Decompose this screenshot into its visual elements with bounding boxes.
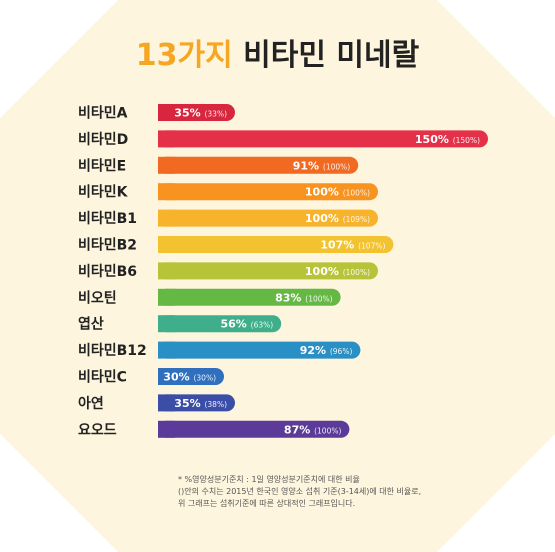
bar	[158, 341, 361, 359]
bar-value-label: 35% (33%)	[174, 107, 227, 120]
secondary-value-label: (109%)	[343, 215, 370, 224]
bar-value-label: 91% (100%)	[293, 159, 351, 172]
bar-value-label: 107% (107%)	[320, 239, 385, 252]
secondary-value-label: (100%)	[314, 426, 341, 435]
bar	[158, 262, 378, 280]
bar-value-label: 100% (100%)	[305, 265, 370, 278]
bar-left-edge	[158, 341, 175, 359]
bar	[158, 315, 282, 333]
secondary-value-label: (107%)	[358, 242, 385, 251]
bar-value-label: 100% (100%)	[305, 186, 370, 199]
secondary-value-label: (30%)	[193, 374, 216, 383]
bar	[158, 420, 350, 438]
bar-left-edge	[158, 394, 175, 412]
category-label: 엽산	[78, 316, 104, 333]
title-accent: 13가지	[135, 38, 233, 73]
category-label: 비오틴	[78, 289, 117, 306]
category-label: 비타민D	[78, 131, 128, 148]
bar	[158, 156, 359, 174]
value-label: 83%	[275, 291, 305, 304]
bar-left-edge	[158, 183, 175, 201]
bar	[158, 288, 341, 306]
category-label: 아연	[78, 395, 104, 412]
value-label: 100%	[305, 212, 343, 225]
chart-title: 13가지 비타민 미네랄	[0, 30, 555, 74]
bar-value-label: 100% (109%)	[305, 212, 370, 225]
bar-value-label: 92% (96%)	[300, 344, 353, 357]
bar-value-label: 30% (30%)	[163, 371, 216, 384]
category-label: 비타민A	[78, 105, 128, 122]
bar	[158, 209, 378, 227]
bar-value-label: 56% (63%)	[220, 318, 273, 331]
value-label: 100%	[305, 265, 343, 278]
category-label: 비타민B12	[78, 342, 147, 359]
bar-value-label: 87% (100%)	[284, 423, 342, 436]
bar-left-edge	[158, 130, 175, 148]
value-label: 91%	[293, 159, 323, 172]
footnote-line-1: * %영양성분기준치 : 1일 영양성분기준치에 대한 비율	[178, 475, 360, 484]
bar-left-edge	[158, 156, 175, 174]
category-label: 비타민K	[78, 184, 129, 201]
bar	[158, 130, 488, 148]
secondary-value-label: (100%)	[305, 294, 332, 303]
bar-value-label: 83% (100%)	[275, 291, 333, 304]
category-label: 비타민E	[78, 157, 126, 174]
value-label: 150%	[415, 133, 453, 146]
bar	[158, 394, 235, 412]
value-label: 30%	[163, 371, 193, 384]
bar-left-edge	[158, 288, 175, 306]
secondary-value-label: (63%)	[251, 321, 274, 330]
value-label: 35%	[174, 107, 204, 120]
value-label: 87%	[284, 423, 314, 436]
footnote: * %영양성분기준치 : 1일 영양성분기준치에 대한 비율 ()안의 수치는 …	[178, 474, 498, 510]
bar	[158, 236, 394, 253]
bar-left-edge	[158, 104, 175, 121]
bar	[158, 104, 235, 121]
category-label: 비타민C	[78, 369, 127, 386]
secondary-value-label: (150%)	[453, 136, 480, 145]
secondary-value-label: (33%)	[204, 110, 227, 119]
category-label: 비타민B6	[78, 263, 137, 280]
bar-value-label: 150% (150%)	[415, 133, 480, 146]
category-label: 비타민B1	[78, 210, 137, 227]
secondary-value-label: (100%)	[323, 162, 350, 171]
value-label: 56%	[220, 318, 250, 331]
bar-left-edge	[158, 236, 175, 253]
title-main: 비타민 미네랄	[243, 38, 420, 73]
bar-left-edge	[158, 262, 175, 280]
secondary-value-label: (96%)	[330, 347, 353, 356]
value-label: 107%	[320, 239, 358, 252]
category-label: 비타민B2	[78, 237, 137, 254]
secondary-value-label: (100%)	[343, 268, 370, 277]
bar	[158, 183, 378, 201]
bar-value-label: 35% (38%)	[174, 397, 227, 410]
value-label: 92%	[300, 344, 330, 357]
value-label: 35%	[174, 397, 204, 410]
value-label: 100%	[305, 186, 343, 199]
bar-left-edge	[158, 420, 175, 438]
footnote-line-2: ()안의 수치는 2015년 한국인 영양소 섭취 기준(3-14세)에 대한 …	[178, 487, 422, 496]
bar-left-edge	[158, 368, 175, 385]
bar-left-edge	[158, 209, 175, 227]
secondary-value-label: (100%)	[343, 189, 370, 198]
secondary-value-label: (38%)	[204, 400, 227, 409]
footnote-line-3: 위 그래프는 섭취기준에 따른 상대적인 그래프입니다.	[178, 499, 356, 508]
category-label: 요오드	[78, 422, 117, 438]
bar-left-edge	[158, 315, 175, 333]
